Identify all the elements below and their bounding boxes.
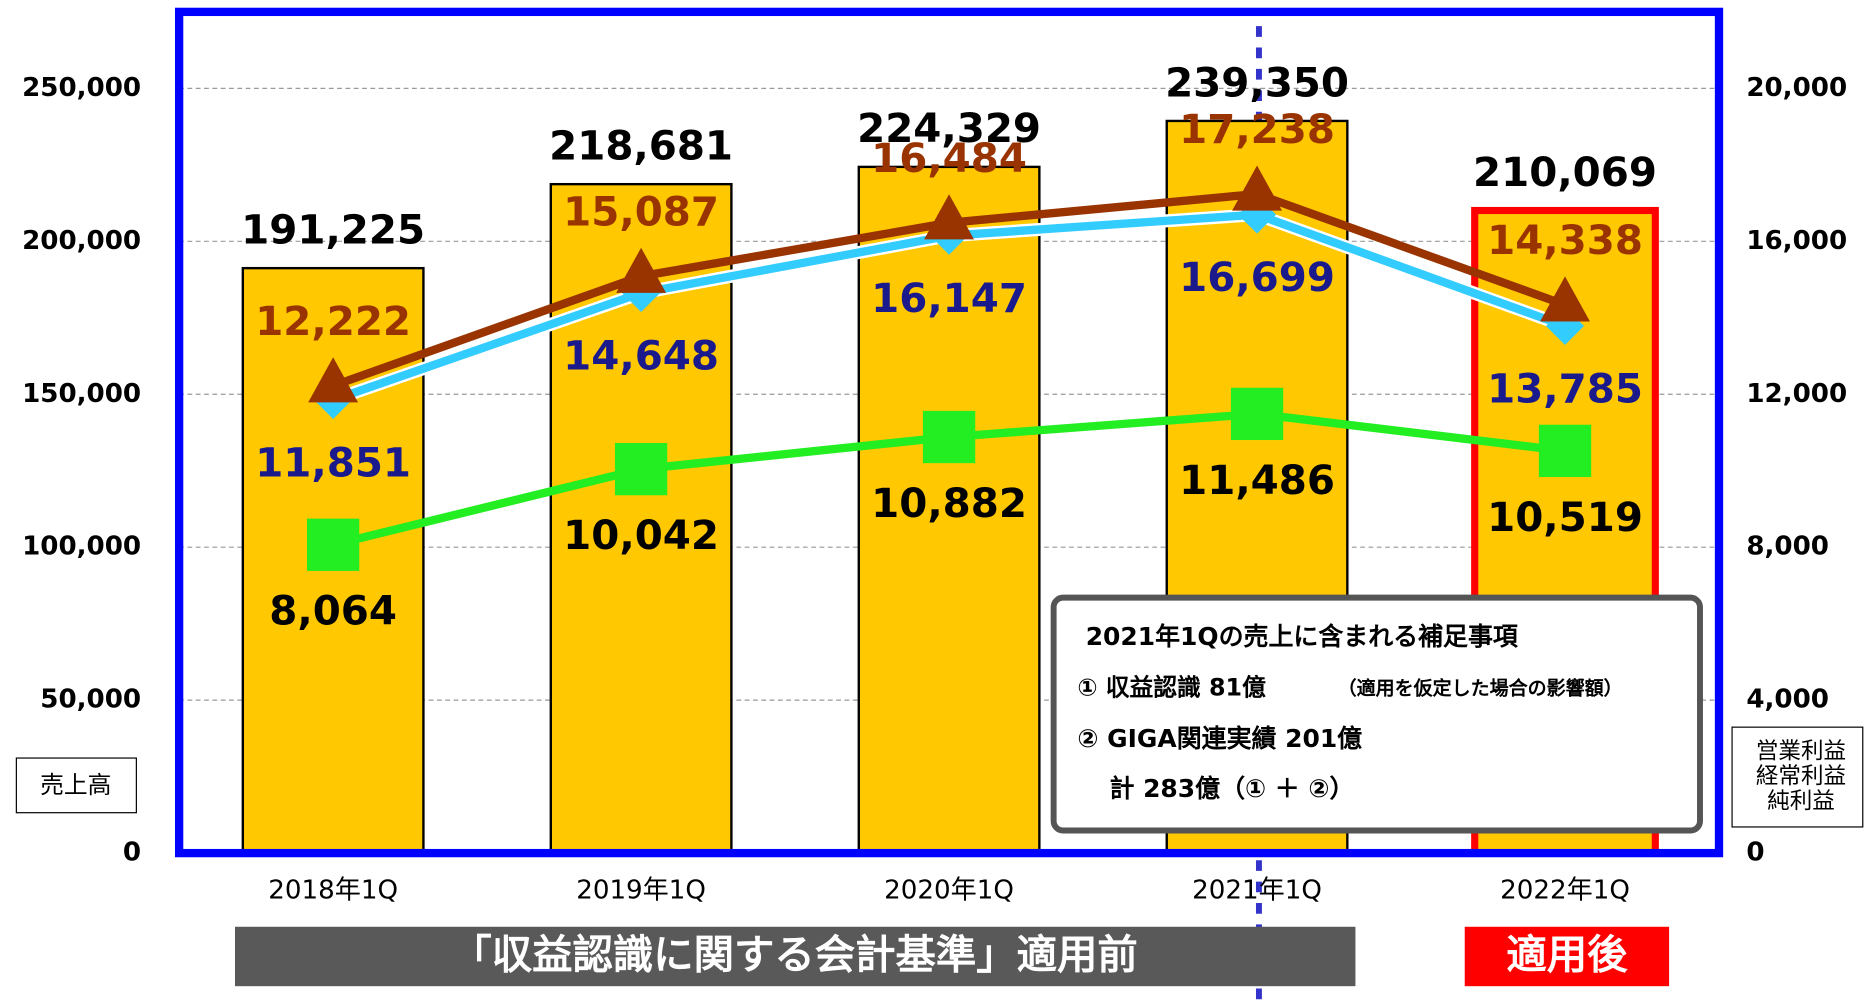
phase-label: 適用後 [1506, 932, 1628, 979]
line-value-label: 10,882 [871, 480, 1027, 527]
x-tick-label: 2022年1Q [1500, 876, 1630, 906]
annotation-line: ② GIGA関連実績 201億 [1077, 724, 1362, 753]
legend-box [1731, 726, 1864, 828]
line-value-label: 14,648 [563, 332, 719, 379]
annotation-title: 2021年1Qの売上に含まれる補足事項 [1086, 622, 1519, 651]
y2-tick-label: 16,000 [1746, 226, 1847, 256]
line-value-label: 17,238 [1179, 106, 1335, 153]
marker [616, 247, 667, 293]
line-value-label: 16,699 [1179, 254, 1335, 301]
y2-tick-label: 4,000 [1746, 685, 1829, 715]
bar-value-label: 224,329 [857, 105, 1041, 152]
line-value-label: 12,222 [255, 298, 411, 345]
y2-tick-label: 0 [1746, 838, 1764, 868]
annotation-line: （適用を仮定した場合の影響額） [1338, 677, 1623, 700]
y-tick-label: 200,000 [22, 226, 141, 256]
marker [614, 442, 668, 496]
plot-frame [174, 7, 1724, 858]
line-value-label: 15,087 [563, 188, 719, 235]
line-value-label: 10,042 [563, 512, 719, 559]
bar-value-label: 239,350 [1165, 59, 1349, 106]
marker [924, 194, 975, 240]
annotation-line: ① 収益認識 81億 [1077, 674, 1266, 702]
y-tick-label: 150,000 [22, 379, 141, 409]
legend-entry: 経常利益 [1756, 764, 1846, 790]
x-tick-label: 2021年1Q [1192, 876, 1322, 906]
line-value-label: 14,338 [1487, 217, 1643, 264]
annotation-box [1050, 594, 1703, 834]
line-value-label: 10,519 [1487, 494, 1643, 541]
marker [1538, 424, 1592, 478]
legend-box [15, 757, 137, 814]
legend-entry: 営業利益 [1756, 739, 1846, 765]
bar-value-label: 191,225 [241, 207, 425, 254]
x-tick-label: 2020年1Q [884, 876, 1014, 906]
y2-tick-label: 12,000 [1746, 379, 1847, 409]
marker [308, 357, 359, 403]
y-tick-label: 0 [123, 838, 141, 868]
marker [306, 518, 360, 571]
marker [922, 410, 976, 464]
line-value-label: 16,147 [871, 275, 1027, 322]
y-tick-label: 100,000 [22, 532, 141, 562]
phase-band [1464, 926, 1670, 987]
line-value-label: 11,486 [1179, 457, 1335, 504]
line-value-label: 11,851 [255, 439, 411, 486]
y2-tick-label: 8,000 [1746, 532, 1829, 562]
line-value-label: 13,785 [1487, 365, 1643, 412]
marker [1230, 387, 1284, 441]
y2-tick-label: 20,000 [1746, 73, 1847, 103]
marker [1232, 165, 1282, 211]
y-tick-label: 50,000 [40, 685, 141, 715]
marker [1540, 276, 1590, 322]
line-value-label: 8,064 [269, 588, 397, 635]
bar-value-label: 210,069 [1473, 149, 1657, 196]
x-tick-label: 2019年1Q [576, 876, 706, 906]
bar [857, 165, 1041, 855]
bar-value-label: 218,681 [549, 123, 733, 170]
legend-entry: 純利益 [1767, 789, 1835, 815]
phase-band [234, 926, 1356, 987]
legend-entry: 売上高 [40, 771, 111, 799]
y-tick-label: 250,000 [22, 73, 141, 103]
line-value-label: 16,484 [871, 135, 1027, 182]
phase-label: 「収益認識に関する会計基準」適用前 [451, 932, 1137, 979]
x-tick-label: 2018年1Q [268, 876, 398, 906]
annotation-line: 計 283億（① ＋ ②） [1109, 774, 1354, 803]
